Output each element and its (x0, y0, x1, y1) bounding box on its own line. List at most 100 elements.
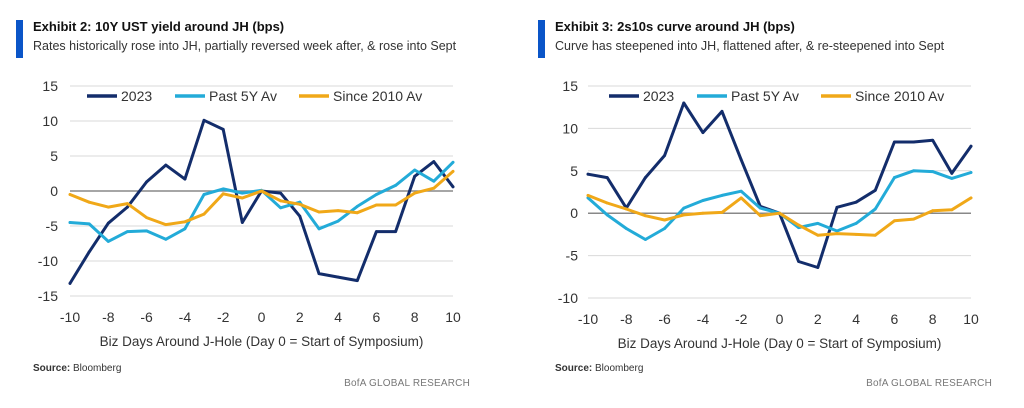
x-axis-label: Biz Days Around J-Hole (Day 0 = Start of… (100, 334, 424, 349)
data-point (701, 199, 705, 202)
data-point (893, 176, 896, 179)
series-line-0 (68, 118, 455, 285)
legend-label: Since 2010 Av (855, 88, 944, 104)
x-tick-label: 2 (814, 311, 822, 327)
data-point (854, 200, 858, 204)
data-point (126, 205, 129, 209)
data-point (835, 205, 839, 209)
data-point (854, 221, 858, 225)
source-text: Bloomberg (595, 363, 644, 374)
data-point (432, 179, 436, 183)
x-tick-label: 2 (296, 309, 304, 325)
x-tick-label: -8 (620, 311, 633, 327)
data-point (145, 180, 149, 184)
y-tick-label: 5 (570, 163, 578, 179)
data-point (164, 163, 168, 167)
data-point (586, 193, 590, 197)
series-line-1 (586, 169, 973, 241)
legend-label: 2023 (643, 88, 674, 104)
data-point (605, 213, 609, 217)
data-point (854, 233, 858, 236)
data-point (663, 154, 666, 157)
data-point (701, 131, 705, 135)
data-point (432, 160, 436, 163)
y-tick-label: 0 (50, 183, 58, 199)
data-point (624, 207, 628, 211)
data-point (126, 230, 129, 234)
data-point (106, 221, 110, 225)
data-point (682, 101, 686, 105)
data-point (816, 233, 820, 237)
data-point (183, 227, 187, 231)
data-point (298, 214, 302, 218)
data-point (720, 193, 724, 197)
data-point (375, 230, 378, 234)
x-tick-label: 4 (334, 309, 342, 325)
data-point (183, 220, 187, 224)
data-point (202, 118, 206, 122)
data-point (797, 223, 801, 227)
legend-label: Past 5Y Av (209, 88, 277, 104)
x-tick-label: -4 (179, 309, 192, 325)
data-point (969, 171, 973, 174)
chart-title: Exhibit 2: 10Y UST yield around JH (bps) (33, 19, 285, 34)
data-point (317, 227, 321, 231)
data-point (950, 171, 954, 175)
data-point (644, 214, 647, 218)
x-tick-label: -10 (60, 309, 80, 325)
data-point (106, 240, 110, 243)
data-point (413, 168, 417, 172)
data-point (950, 177, 954, 180)
data-point (202, 212, 206, 216)
data-point (644, 238, 647, 241)
data-point (720, 210, 724, 214)
y-tick-label: 5 (50, 148, 58, 164)
data-point (605, 201, 609, 205)
data-point (969, 144, 973, 148)
chart-subtitle: Curve has steepened into JH, flattened a… (555, 39, 945, 53)
data-point (145, 229, 149, 233)
data-point (336, 275, 340, 279)
data-point (183, 177, 187, 181)
data-point (893, 140, 896, 144)
data-point (873, 188, 877, 192)
data-point (394, 184, 397, 187)
x-tick-label: 10 (445, 309, 461, 325)
brand-label: BofA GLOBAL RESEARCH (866, 378, 992, 389)
data-point (68, 221, 72, 224)
x-tick-label: -10 (578, 311, 598, 327)
x-tick-label: 0 (776, 311, 784, 327)
series-line-2 (68, 169, 455, 227)
accent-bar (538, 20, 545, 58)
chart-2s10s-curve: 15 10 5 0 -5 -10-10 -8 -6 -4 -2 0 2 4 6 8 10 Biz Days Ar… (558, 78, 979, 351)
source-label: Source: (555, 363, 593, 374)
data-point (279, 206, 283, 210)
data-point (912, 140, 915, 144)
source-label: Source: (33, 363, 71, 374)
data-point (586, 172, 590, 176)
data-point (240, 191, 244, 195)
data-point (739, 196, 743, 200)
data-point (260, 189, 263, 193)
legend-label: Past 5Y Av (731, 88, 799, 104)
data-point (720, 110, 724, 113)
y-tick-label: 15 (42, 78, 58, 94)
data-point (663, 227, 666, 230)
data-point (413, 174, 417, 178)
data-point (931, 209, 935, 213)
x-tick-label: -2 (217, 309, 230, 325)
x-tick-label: 4 (852, 311, 860, 327)
chart-subtitle: Rates historically rose into JH, partial… (33, 39, 457, 53)
data-point (451, 160, 455, 164)
data-point (317, 272, 321, 275)
x-tick-label: -6 (658, 311, 671, 327)
data-point (816, 266, 820, 269)
data-point (758, 214, 762, 218)
data-point (240, 221, 244, 224)
data-point (950, 208, 954, 212)
data-point (644, 176, 647, 179)
data-point (87, 200, 91, 204)
y-tick-label: -10 (558, 290, 578, 306)
data-point (87, 250, 91, 254)
